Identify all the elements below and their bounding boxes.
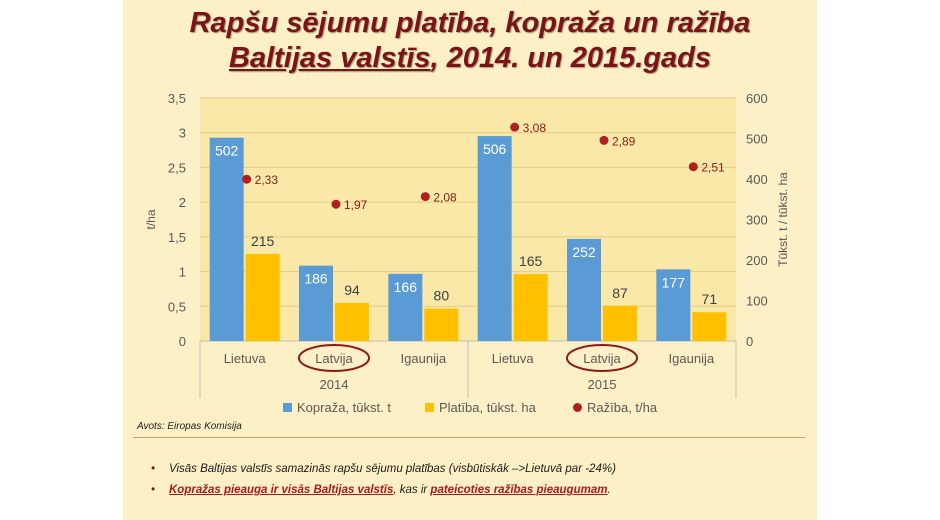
notes-list: • Visās Baltijas valstīs samazinās rapšu…	[149, 461, 616, 503]
legend-swatch	[573, 403, 582, 412]
y-left-tick-label: 3	[179, 126, 186, 141]
bar-platiba	[692, 312, 727, 341]
group-label: 2014	[320, 377, 349, 392]
y-right-tick-label: 400	[746, 172, 768, 187]
category-label: Latvija	[583, 351, 621, 366]
y-left-tick-label: 0,5	[168, 299, 186, 314]
legend-label: Kopraža, tūkst. t	[297, 400, 391, 415]
bar-platiba	[603, 305, 637, 341]
y-right-tick-label: 300	[746, 213, 768, 228]
category-label: Igaunija	[401, 351, 447, 366]
bar-platiba	[245, 253, 280, 341]
legend-label: Platība, tūkst. ha	[439, 400, 537, 415]
raziba-label: 2,08	[433, 191, 457, 205]
y-left-tick-label: 0	[179, 334, 186, 349]
raziba-point	[599, 135, 609, 145]
bar-kopraza	[477, 136, 512, 341]
y-left-tick-label: 2,5	[168, 160, 186, 175]
raziba-label: 2,33	[255, 173, 279, 187]
source-note: Avots: Eiropas Komisija	[137, 421, 242, 432]
y-left-tick-label: 1,5	[168, 230, 186, 245]
category-label: Latvija	[315, 351, 353, 366]
y-left-axis-title: t/ha	[144, 209, 158, 229]
y-right-tick-label: 600	[746, 91, 768, 106]
bar-value-label: 71	[702, 291, 718, 307]
bar-kopraza	[656, 269, 691, 341]
bullet-icon: •	[151, 484, 156, 496]
note-emphasis: pateicoties ražības pieaugumam	[430, 484, 608, 496]
title-line-2: Baltijas valstīs, 2014. un 2015.gads	[123, 41, 817, 76]
raziba-point	[688, 162, 698, 172]
y-right-tick-label: 100	[746, 294, 768, 309]
raziba-point	[242, 174, 252, 184]
y-left-tick-label: 1	[179, 265, 186, 280]
raziba-label: 2,51	[701, 161, 725, 175]
bar-value-label: 80	[434, 288, 450, 304]
bar-value-label: 87	[612, 285, 628, 301]
y-left-tick-label: 3,5	[168, 91, 186, 106]
title-line-1: Rapšu sējumu platība, kopraža un ražība	[189, 7, 751, 39]
note-text: Visās Baltijas valstīs samazinās rapšu s…	[169, 463, 616, 475]
raziba-label: 2,89	[612, 134, 636, 148]
legend-label: Ražība, t/ha	[587, 400, 658, 415]
note-text: .	[607, 484, 611, 496]
bar-platiba	[335, 302, 369, 341]
chart: 0 0,5 1 1,5 2 2,5 3 3,5 0 100 200 300 400 500 600 t/ha T…	[144, 91, 790, 415]
divider	[133, 437, 805, 438]
legend-swatch	[283, 403, 292, 412]
bar-value-label: 165	[519, 253, 543, 269]
note-item: • Visās Baltijas valstīs samazinās rapšu…	[149, 461, 616, 482]
category-label: Igaunija	[669, 351, 715, 366]
raziba-label: 3,08	[523, 121, 547, 135]
y-right-axis-title: Tūkst. t / tūkst. ha	[776, 172, 790, 267]
raziba-point	[510, 122, 520, 132]
title-underlined-part: Baltijas valstīs	[229, 42, 431, 74]
raziba-point	[331, 199, 341, 209]
note-text: , kas ir	[393, 484, 431, 496]
highlight-circle	[298, 344, 370, 372]
bar-platiba	[513, 274, 548, 341]
bar-kopraza	[209, 137, 244, 341]
title-rest: , 2014. un 2015.gads	[430, 42, 711, 74]
category-label: Lietuva	[492, 351, 535, 366]
raziba-label: 1,97	[344, 198, 368, 212]
y-right-tick-label: 200	[746, 253, 768, 268]
category-label: Lietuva	[224, 351, 267, 366]
bar-value-label: 94	[344, 282, 360, 298]
note-emphasis: Kopražas pieauga ir visās Baltijas valst…	[169, 484, 394, 496]
plot-area	[200, 98, 736, 341]
bar-kopraza	[388, 273, 423, 341]
bar-platiba	[424, 308, 459, 341]
bar-kopraza	[567, 238, 601, 341]
legend-swatch	[425, 403, 434, 412]
bullet-icon: •	[151, 463, 156, 475]
group-label: 2015	[588, 377, 617, 392]
bar-value-label: 502	[215, 143, 239, 159]
bar-value-label: 506	[483, 141, 507, 157]
raziba-point	[420, 192, 430, 202]
y-left-tick-label: 2	[179, 195, 186, 210]
bar-kopraza	[299, 265, 333, 341]
bar-value-label: 177	[662, 274, 686, 290]
bar-value-label: 186	[304, 271, 328, 287]
bar-value-label: 166	[394, 279, 418, 295]
y-right-tick-label: 500	[746, 132, 768, 147]
y-right-tick-label: 0	[746, 334, 753, 349]
bar-value-label: 215	[251, 233, 275, 249]
bar-value-label: 252	[572, 244, 596, 260]
note-item: • Kopražas pieauga ir visās Baltijas val…	[149, 482, 616, 503]
slide: Rapšu sējumu platība, kopraža un ražība …	[123, 0, 817, 520]
highlight-circle	[566, 344, 638, 372]
chart-title: Rapšu sējumu platība, kopraža un ražība …	[123, 6, 817, 76]
